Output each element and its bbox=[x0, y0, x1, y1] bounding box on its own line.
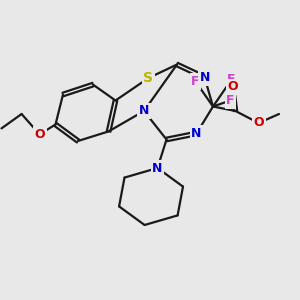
Text: O: O bbox=[227, 80, 238, 94]
Text: F: F bbox=[226, 94, 235, 107]
Text: F: F bbox=[191, 75, 200, 88]
Text: N: N bbox=[152, 161, 163, 175]
Text: F: F bbox=[227, 73, 236, 86]
Text: N: N bbox=[191, 127, 202, 140]
Text: N: N bbox=[139, 104, 149, 118]
Text: O: O bbox=[253, 116, 264, 130]
Text: S: S bbox=[143, 71, 154, 85]
Text: N: N bbox=[200, 71, 210, 84]
Text: O: O bbox=[34, 128, 45, 141]
